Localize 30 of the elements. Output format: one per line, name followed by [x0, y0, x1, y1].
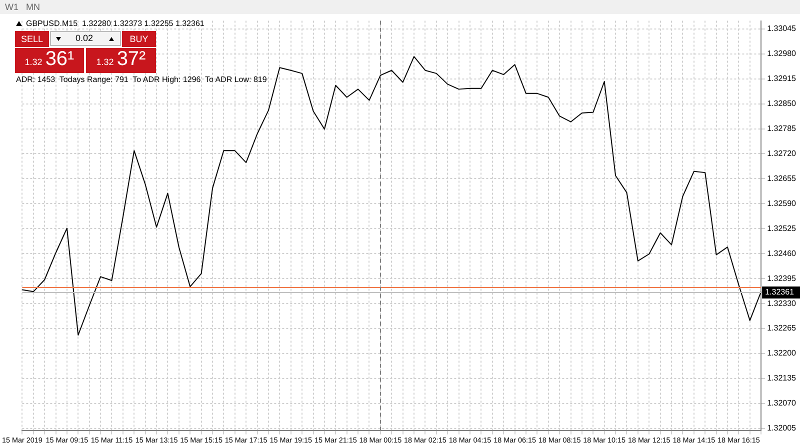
annotation: SELL — [15, 31, 49, 47]
y-tick-label: 1.32590 — [767, 198, 797, 208]
y-tick-label: 1.32785 — [767, 124, 797, 133]
annotation: BUY — [122, 31, 156, 47]
annotation: 36¹ — [45, 48, 74, 71]
annotation: 1.32 — [96, 57, 114, 67]
y-tick-label: 1.32395 — [767, 274, 797, 283]
number-field: 0.02 — [50, 31, 121, 46]
y-tick-label: 1.32330 — [767, 298, 797, 308]
y-tick-label: 1.32850 — [767, 98, 797, 108]
y-tick-label: 1.32655 — [767, 174, 797, 183]
y-tick-label: 1.32070 — [767, 398, 797, 408]
y-tick-label: 1.32720 — [767, 148, 797, 158]
y-tick-label: 1.32135 — [767, 374, 797, 383]
y-tick-label: 1.32200 — [767, 348, 797, 358]
text: W1 — [5, 2, 18, 12]
y-tick-label: 1.32915 — [767, 74, 797, 84]
annotation: ADR: 1453 Todays Range: 791 To ADR High: 1296 To ADR Low: 819 — [16, 75, 267, 84]
annotation: 37² — [116, 48, 146, 71]
chart-title: GBPUSD.M15 1.32280 1.32373 1.32255 1.32361 — [26, 19, 204, 28]
ref-line-label: 1.32361 — [765, 288, 795, 297]
text: MN — [26, 2, 40, 12]
y-tick-label: 1.32265 — [767, 324, 797, 333]
y-tick-label: 1.32525 — [767, 224, 797, 233]
y-tick-label: 1.32460 — [767, 248, 797, 258]
y-tick-label: 1.33045 — [767, 24, 797, 34]
annotation: 0.02 — [75, 33, 93, 43]
y-tick-label: 1.32005 — [767, 424, 797, 433]
annotation: 1.32 — [24, 57, 42, 67]
y-tick-label: 1.32980 — [767, 49, 797, 58]
